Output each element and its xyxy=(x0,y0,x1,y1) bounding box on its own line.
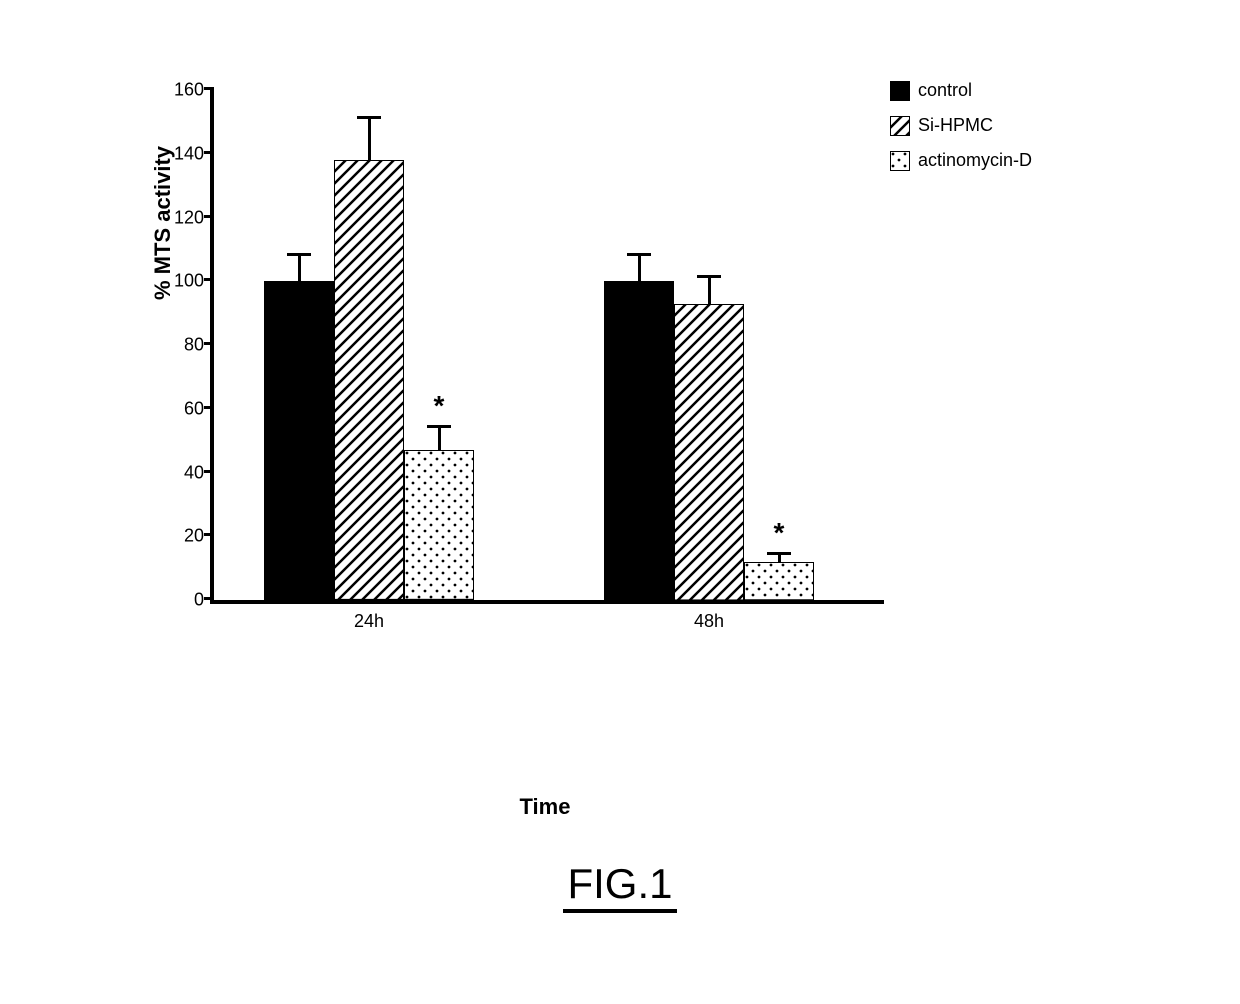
error-bar-stem xyxy=(778,555,781,561)
plot-area: 020406080100120140160*24h*48h xyxy=(210,90,884,604)
bar-actinomycin_d xyxy=(404,450,474,600)
y-tick-mark xyxy=(204,342,214,345)
error-bar-stem xyxy=(708,278,711,304)
y-tick-label: 120 xyxy=(164,207,204,228)
error-bar-cap xyxy=(767,552,791,555)
bar-si_hpmc xyxy=(334,160,404,600)
y-tick-mark xyxy=(204,406,214,409)
error-bar-stem xyxy=(298,256,301,282)
figure-title-container: FIG.1 xyxy=(0,860,1240,908)
y-tick-mark xyxy=(204,533,214,536)
bar-control xyxy=(604,281,674,600)
legend-swatch-icon xyxy=(890,116,910,136)
y-tick-mark xyxy=(204,597,214,600)
chart-container: % MTS activity 020406080100120140160*24h… xyxy=(100,60,1080,710)
y-tick-label: 40 xyxy=(164,462,204,483)
y-tick-mark xyxy=(204,470,214,473)
legend-item: control xyxy=(890,80,1090,101)
error-bar-cap xyxy=(287,253,311,256)
y-tick-label: 20 xyxy=(164,526,204,547)
legend-item: Si-HPMC xyxy=(890,115,1090,136)
legend-item: actinomycin-D xyxy=(890,150,1090,171)
y-tick-label: 60 xyxy=(164,398,204,419)
significance-marker: * xyxy=(434,390,445,422)
error-bar-cap xyxy=(697,275,721,278)
y-tick-label: 0 xyxy=(164,590,204,611)
bar-control xyxy=(264,281,334,600)
x-tick-label: 48h xyxy=(694,611,724,632)
y-tick-mark xyxy=(204,278,214,281)
y-tick-mark xyxy=(204,215,214,218)
error-bar-stem xyxy=(368,119,371,160)
y-tick-label: 80 xyxy=(164,335,204,356)
legend-label: Si-HPMC xyxy=(918,115,993,136)
figure-title: FIG.1 xyxy=(563,860,676,913)
page: % MTS activity 020406080100120140160*24h… xyxy=(0,0,1240,1004)
error-bar-cap xyxy=(627,253,651,256)
x-tick-label: 24h xyxy=(354,611,384,632)
legend-swatch-icon xyxy=(890,81,910,101)
error-bar-cap xyxy=(427,425,451,428)
y-tick-label: 160 xyxy=(164,80,204,101)
x-axis-label: Time xyxy=(210,794,880,820)
error-bar-stem xyxy=(438,428,441,450)
legend-label: control xyxy=(918,80,972,101)
legend: control Si-HPMC actinomycin-D xyxy=(890,80,1090,185)
significance-marker: * xyxy=(774,517,785,549)
y-tick-label: 100 xyxy=(164,271,204,292)
error-bar-cap xyxy=(357,116,381,119)
error-bar-stem xyxy=(638,256,641,282)
bar-si_hpmc xyxy=(674,304,744,600)
y-tick-mark xyxy=(204,87,214,90)
legend-label: actinomycin-D xyxy=(918,150,1032,171)
legend-swatch-icon xyxy=(890,151,910,171)
bar-actinomycin_d xyxy=(744,562,814,600)
y-tick-label: 140 xyxy=(164,143,204,164)
y-tick-mark xyxy=(204,151,214,154)
